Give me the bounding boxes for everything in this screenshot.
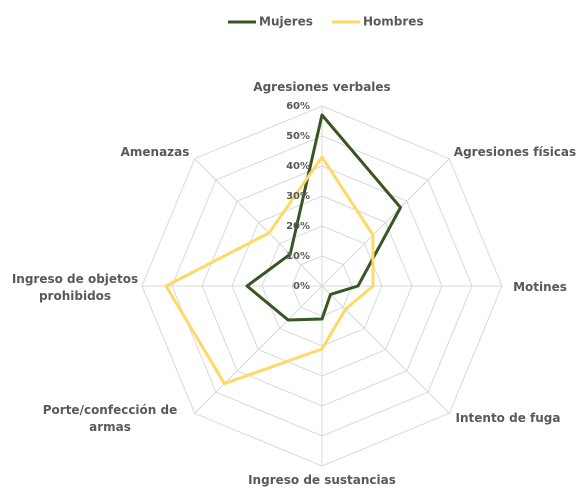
legend-label: Hombres [363, 15, 424, 29]
tick-label: 60% [286, 101, 310, 112]
tick-label: 10% [286, 251, 310, 262]
series-line [245, 113, 402, 322]
tick-label: 20% [286, 221, 310, 232]
series-line [164, 155, 375, 386]
tick-label: 0% [293, 281, 310, 292]
tick-label: 30% [286, 191, 310, 202]
category-label: Agresiones verbales [253, 80, 390, 94]
category-label: Ingreso de objetos prohibidos [12, 272, 138, 303]
category-label: Intento de fuga [456, 411, 561, 425]
category-line: armas [89, 420, 131, 434]
category-line: Ingreso de objetos [12, 272, 138, 286]
category-line: Agresiones físicas [454, 145, 576, 159]
category-line: Porte/confección de [43, 403, 178, 417]
category-label: Ingreso de sustancias [248, 473, 396, 487]
category-label: Motines [513, 280, 567, 294]
category-line: Motines [513, 280, 567, 294]
spoke [194, 285, 323, 414]
category-line: Amenazas [121, 145, 190, 159]
tick-label: 40% [286, 161, 310, 172]
category-line: Intento de fuga [456, 411, 561, 425]
category-line: prohibidos [39, 289, 111, 303]
tick-label: 50% [286, 131, 310, 142]
category-label: Porte/confección de armas [43, 403, 178, 434]
spoke [194, 158, 323, 287]
legend-label: Mujeres [259, 15, 313, 29]
spoke [321, 158, 450, 287]
category-line: Ingreso de sustancias [248, 473, 396, 487]
category-label: Agresiones físicas [454, 145, 576, 159]
category-line: Agresiones verbales [253, 80, 390, 94]
category-label: Amenazas [121, 145, 190, 159]
spoke [321, 285, 450, 414]
